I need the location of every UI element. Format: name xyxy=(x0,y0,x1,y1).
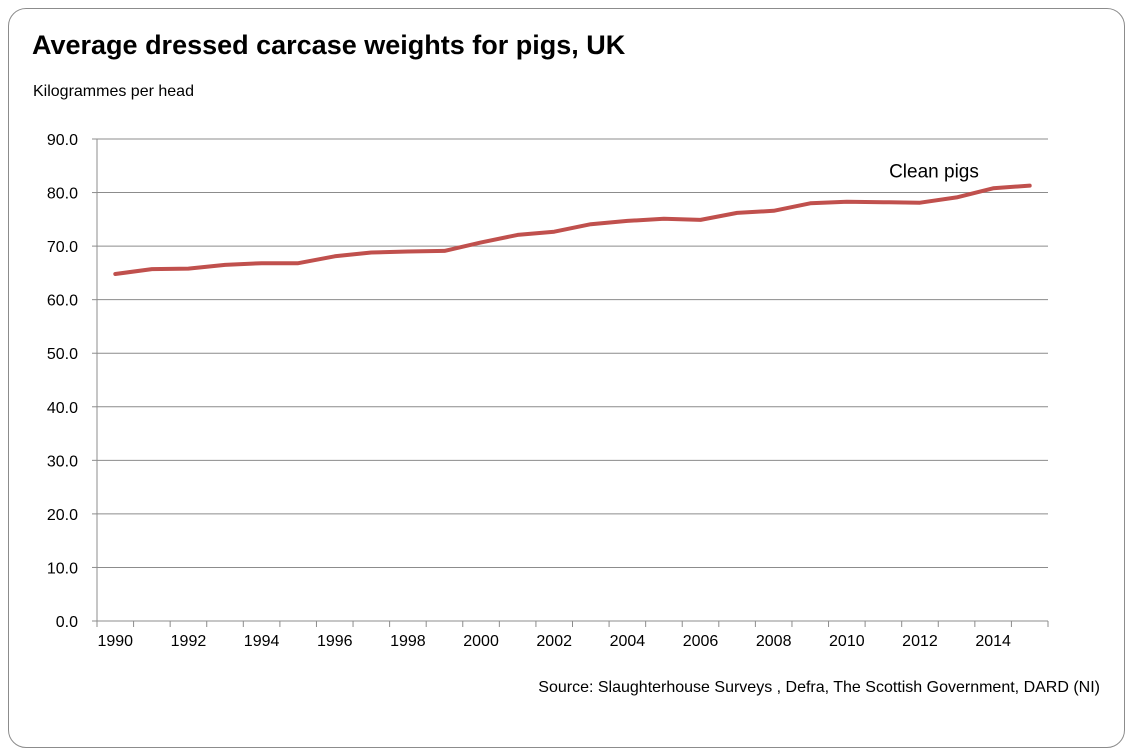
x-tick-label: 2004 xyxy=(610,633,646,650)
y-tick-label: 20.0 xyxy=(47,507,78,524)
y-tick-label: 90.0 xyxy=(47,132,78,149)
y-tick-label: 10.0 xyxy=(47,560,78,577)
y-tick-label: 70.0 xyxy=(47,239,78,256)
x-tick-labels: 1990 1992 1994 1996 1998 2000 2002 2004 2006 2008… xyxy=(97,633,1011,650)
y-tick-label: 30.0 xyxy=(47,453,78,470)
series-labels: Clean pigs xyxy=(889,162,979,183)
y-tick-label: 80.0 xyxy=(47,186,78,203)
x-tick-label: 2010 xyxy=(829,633,865,650)
x-tick-label: 1994 xyxy=(244,633,280,650)
chart-frame xyxy=(8,8,1125,748)
y-tick-label: 0.0 xyxy=(56,614,78,631)
y-axis-unit-label: Kilogrammes per head xyxy=(33,83,194,100)
x-tick-label: 2006 xyxy=(683,633,719,650)
x-tick-label: 2000 xyxy=(463,633,499,650)
x-tick-label: 2002 xyxy=(536,633,572,650)
y-tick-label: 60.0 xyxy=(47,293,78,310)
chart-title: Average dressed carcase weights for pigs… xyxy=(32,30,626,60)
y-tick-label: 50.0 xyxy=(47,346,78,363)
gridlines xyxy=(97,138,1048,568)
x-tick-label: 2014 xyxy=(975,633,1011,650)
x-tick-label: 2008 xyxy=(756,633,792,650)
x-tick-label: 1998 xyxy=(390,633,426,650)
y-tick-labels: 0.0 10.0 20.0 30.0 40.0 50.0 60.0 70.0 80.0 90.0 xyxy=(47,132,78,631)
x-tick-label: 1992 xyxy=(171,633,207,650)
x-tick-label: 1996 xyxy=(317,633,353,650)
source-note: Source: Slaughterhouse Surveys , Defra, … xyxy=(538,679,1100,696)
series-lines xyxy=(113,183,1032,276)
x-tick-label: 1990 xyxy=(97,633,133,650)
x-tick-label: 2012 xyxy=(902,633,938,650)
series-line xyxy=(113,183,1032,276)
axes xyxy=(92,138,1049,627)
series-label: Clean pigs xyxy=(889,162,979,183)
y-tick-label: 40.0 xyxy=(47,400,78,417)
